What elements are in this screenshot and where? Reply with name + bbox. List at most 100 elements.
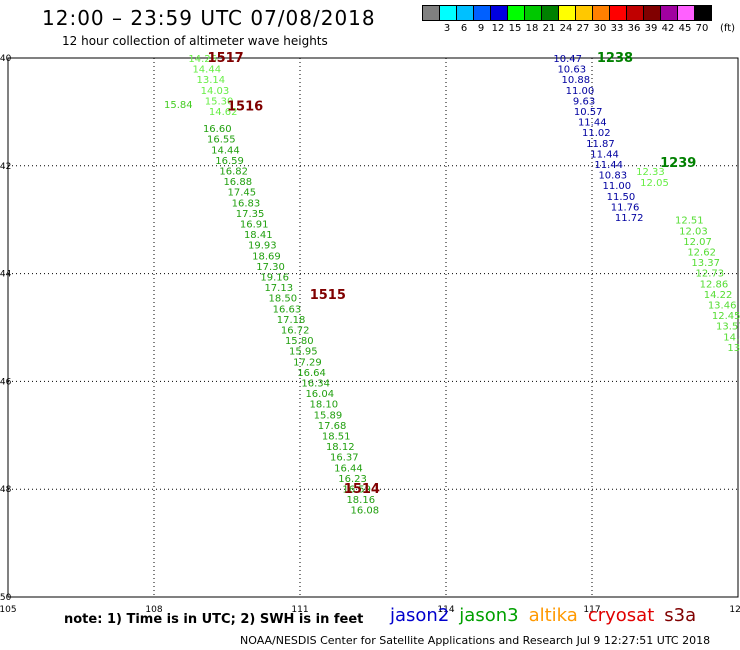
wave-height-label: 16.83 [232, 198, 261, 209]
lat-tick-label: -44 [0, 270, 12, 280]
wave-height-label: 14.26 [188, 54, 217, 65]
legend-swatch [592, 5, 610, 21]
pass-number-label: 1517 [208, 51, 244, 66]
wave-height-label: 11.00 [603, 181, 632, 192]
wave-height-label: 16.04 [305, 389, 334, 400]
legend-tick-label: 15 [508, 23, 522, 34]
wave-height-label: 14.44 [192, 65, 221, 76]
wave-height-label: 18.16 [346, 495, 375, 506]
legend-swatch [609, 5, 627, 21]
legend-swatch [558, 5, 576, 21]
legend-tick-label: 70 [695, 23, 709, 34]
wave-height-label: 11.76 [611, 202, 640, 213]
legend-swatch [507, 5, 525, 21]
satellite-name-jason2: jason2 [390, 605, 450, 626]
legend-swatch [626, 5, 644, 21]
wave-height-label: 16.59 [215, 156, 244, 167]
legend-tick-label: 6 [460, 23, 468, 34]
wave-height-label: 15.84 [164, 100, 193, 111]
legend-swatch [694, 5, 712, 21]
wave-height-label: 13.46 [708, 301, 737, 312]
wave-height-label: 11.87 [586, 139, 615, 150]
lat-tick-label: -46 [0, 377, 12, 387]
wave-height-label: 17.18 [277, 315, 306, 326]
lon-tick-label: 105 [0, 605, 17, 615]
legend-swatch [439, 5, 457, 21]
pass-number-label: 1238 [597, 51, 633, 66]
wave-height-label: 10.57 [574, 107, 603, 118]
wave-height-label: 16.44 [334, 463, 363, 474]
wave-height-label: 16.37 [330, 453, 359, 464]
legend-swatch [490, 5, 508, 21]
legend-tick-label: 39 [644, 23, 658, 34]
legend-swatch [575, 5, 593, 21]
wave-height-label: 14.62 [209, 107, 238, 118]
wave-height-label: 12.62 [687, 248, 716, 259]
wave-height-label: 11.44 [590, 149, 619, 160]
wave-height-label: 11.50 [607, 192, 636, 203]
pass-number-label: 1516 [227, 100, 263, 115]
wave-height-label: 12.33 [636, 167, 665, 178]
wave-height-label: 18.12 [326, 442, 355, 453]
wave-height-label: 16.34 [301, 378, 330, 389]
pass-number-label: 1515 [310, 288, 346, 303]
legend-tick-label: 24 [559, 23, 573, 34]
wave-height-label: 10.83 [598, 171, 627, 182]
satellite-legend: jason2 jason3 altika cryosat s3a [390, 605, 706, 626]
legend-tick-label: 18 [525, 23, 539, 34]
wave-height-label: 18.41 [244, 230, 273, 241]
legend-tick-label: 21 [542, 23, 556, 34]
wave-height-label: 13.37 [691, 258, 720, 269]
wave-height-label: 16.64 [297, 368, 326, 379]
legend-tick-label: 42 [661, 23, 675, 34]
lat-tick-label: -42 [0, 162, 11, 172]
wave-height-label: 11.02 [582, 128, 611, 139]
wave-height-label: 14.44 [211, 145, 240, 156]
wave-height-label: 10.88 [562, 75, 591, 86]
pass-number-label: 1239 [660, 156, 696, 171]
wave-height-label: 12.86 [700, 279, 729, 290]
legend-swatch [473, 5, 491, 21]
wave-height-label: 15.30 [205, 96, 234, 107]
wave-height-label: 15.80 [285, 336, 314, 347]
wave-height-label: 17.29 [293, 357, 322, 368]
wave-height-label: 12.07 [683, 237, 712, 248]
wave-height-label: 15.95 [289, 347, 318, 358]
satellite-name-jason3: jason3 [459, 605, 519, 626]
wave-height-label: 18.10 [310, 400, 339, 411]
legend-tick-label: 9 [477, 23, 485, 34]
wave-height-label: 11.44 [594, 160, 623, 171]
wave-height-label: 10.47 [553, 54, 582, 65]
wave-height-label: 14.22 [704, 290, 733, 301]
footnote: note: 1) Time is in UTC; 2) SWH is in fe… [64, 612, 364, 627]
wave-height-label: 17.13 [264, 283, 293, 294]
wave-height-label: 19.93 [248, 241, 277, 252]
wave-height-label: 18.50 [269, 294, 298, 305]
wave-height-label: 11.44 [578, 118, 607, 129]
legend-swatch [677, 5, 695, 21]
wave-height-label: 10.63 [557, 65, 586, 76]
lat-tick-label: -48 [0, 485, 12, 495]
legend-tick-label: 33 [610, 23, 624, 34]
lat-tick-label: -50 [0, 593, 12, 603]
credit-line: NOAA/NESDIS Center for Satellite Applica… [240, 634, 711, 647]
wave-height-label: 17.35 [236, 209, 265, 220]
wave-height-label: 11.00 [566, 86, 595, 97]
wave-height-label: 18.51 [322, 431, 351, 442]
wave-height-label: 14.03 [201, 86, 230, 97]
lon-tick-label: 114 [437, 605, 454, 615]
wave-height-label: 18.69 [252, 251, 281, 262]
legend-swatch [456, 5, 474, 21]
wave-height-label: 11.72 [615, 213, 644, 224]
legend-tick-label: 45 [678, 23, 692, 34]
legend-swatch [422, 5, 440, 21]
color-legend: 3 6 9 12 15 18 21 24 27 30 33 36 39 42 45 70 [422, 5, 712, 34]
wave-height-label: 13.5 [727, 343, 740, 354]
lon-tick-label: 120 [729, 605, 740, 615]
wave-height-label: 17.45 [228, 188, 257, 199]
legend-swatch [541, 5, 559, 21]
lon-tick-label: 117 [583, 605, 600, 615]
legend-swatch [524, 5, 542, 21]
legend-swatch [660, 5, 678, 21]
satellite-name-cryosat: cryosat [587, 605, 655, 626]
